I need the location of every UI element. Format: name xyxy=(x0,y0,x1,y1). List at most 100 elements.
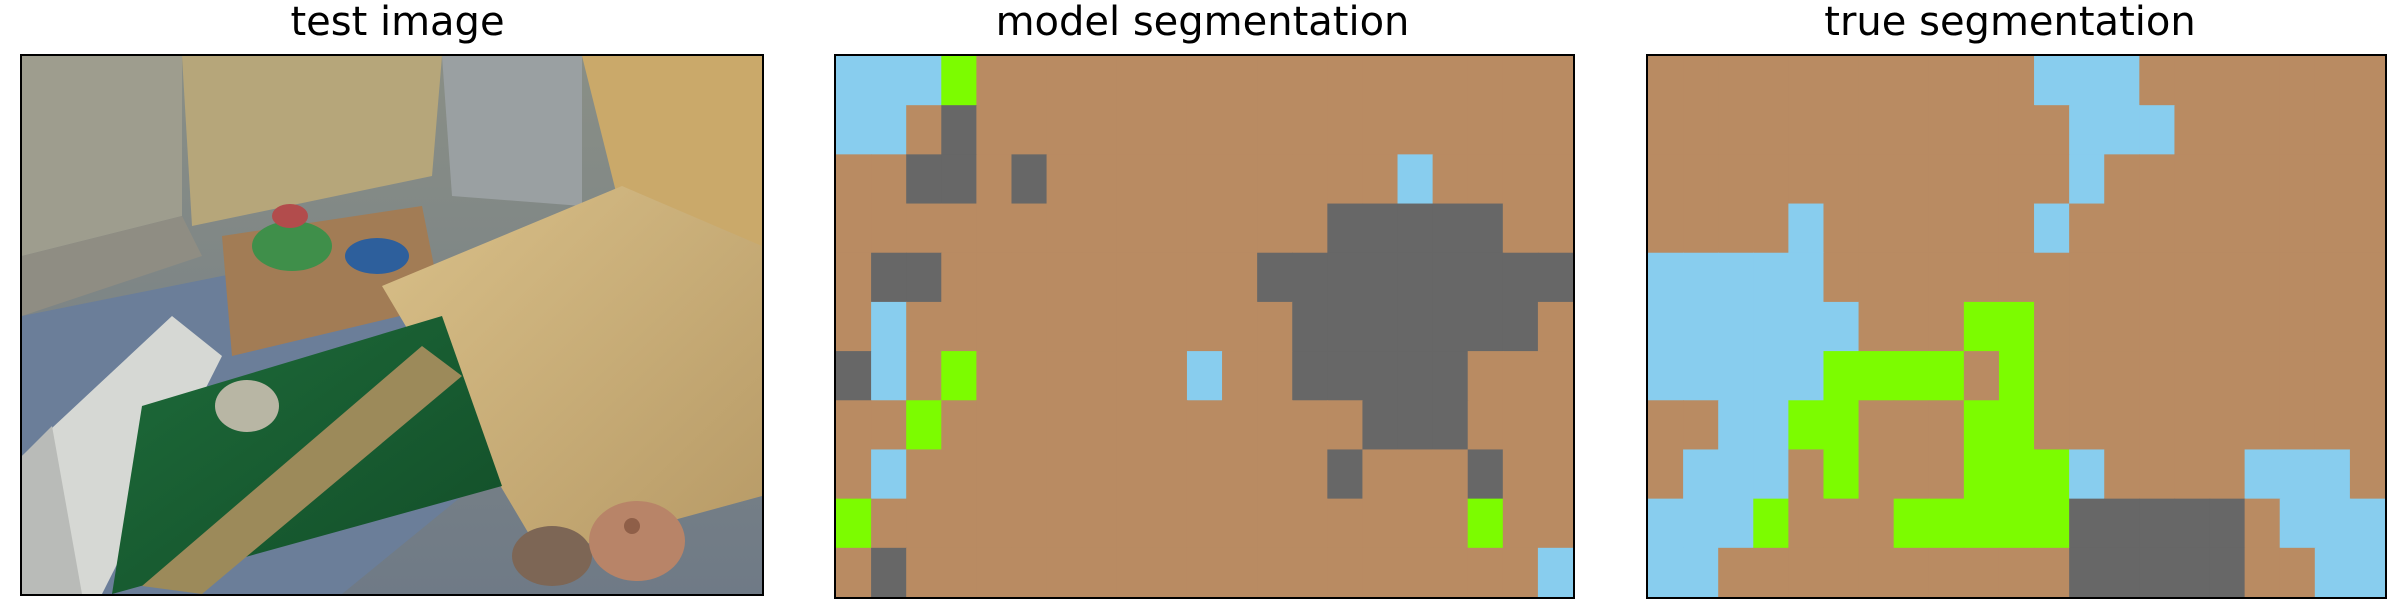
tan-cell xyxy=(1116,56,1153,107)
tan-cell xyxy=(1116,252,1153,303)
tan-cell xyxy=(2244,547,2281,597)
green-cell xyxy=(1893,498,1930,549)
green-cell xyxy=(941,56,978,107)
tan-cell xyxy=(1823,105,1860,156)
tan-cell xyxy=(1327,56,1364,107)
grey-cell xyxy=(1362,400,1399,451)
tan-cell xyxy=(2139,56,2176,107)
grey-cell xyxy=(1537,252,1573,303)
tan-cell xyxy=(1151,400,1188,451)
tan-cell xyxy=(1537,56,1573,107)
tan-cell xyxy=(1362,105,1399,156)
tan-cell xyxy=(2034,351,2070,402)
tan-cell xyxy=(1186,252,1223,303)
tan-cell xyxy=(1683,203,1719,254)
blue-cell xyxy=(1648,301,1684,353)
tan-cell xyxy=(1151,105,1188,156)
tan-cell xyxy=(906,203,942,254)
tan-cell xyxy=(2174,400,2211,451)
green-cell xyxy=(1998,400,2035,451)
tan-cell xyxy=(1753,547,1790,597)
tan-cell xyxy=(1648,154,1684,205)
tan-cell xyxy=(1186,154,1223,205)
tan-cell xyxy=(1081,547,1118,597)
tan-cell xyxy=(941,252,978,303)
tan-cell xyxy=(1186,203,1223,254)
grey-cell xyxy=(2209,498,2246,549)
blue-cell xyxy=(1683,252,1719,303)
tan-cell xyxy=(2209,301,2246,353)
tan-cell xyxy=(1257,301,1293,353)
tan-cell xyxy=(1222,301,1258,353)
tan-cell xyxy=(2139,400,2176,451)
blue-cell xyxy=(1823,301,1860,353)
tan-cell xyxy=(2034,400,2070,451)
tan-cell xyxy=(1998,105,2035,156)
green-cell xyxy=(2034,449,2070,500)
tan-cell xyxy=(871,203,907,254)
tan-cell xyxy=(1928,105,1965,156)
grey-cell xyxy=(2139,498,2176,549)
tan-cell xyxy=(1257,449,1293,500)
tan-cell xyxy=(1467,400,1504,451)
blue-cell xyxy=(2314,498,2351,549)
blue-cell xyxy=(1683,498,1719,549)
blue-cell xyxy=(1648,498,1684,549)
tan-cell xyxy=(2069,400,2105,451)
tan-cell xyxy=(1788,154,1825,205)
green-cell xyxy=(1998,449,2035,500)
tan-cell xyxy=(2174,105,2211,156)
green-cell xyxy=(1998,498,2035,549)
tan-cell xyxy=(2104,449,2141,500)
tan-cell xyxy=(1893,105,1930,156)
true-segmentation-title: true segmentation xyxy=(1824,0,2196,45)
grey-cell xyxy=(1397,400,1434,451)
tan-cell xyxy=(1222,547,1258,597)
tan-cell xyxy=(1151,547,1188,597)
grey-cell xyxy=(2069,498,2105,549)
tan-cell xyxy=(1222,400,1258,451)
tan-cell xyxy=(1823,154,1860,205)
tan-cell xyxy=(1292,498,1329,549)
tan-cell xyxy=(1753,203,1790,254)
tan-cell xyxy=(1998,154,2035,205)
grey-cell xyxy=(2139,547,2176,597)
model-segmentation-grid xyxy=(836,56,1573,597)
tan-cell xyxy=(1998,547,2035,597)
tan-cell xyxy=(1858,105,1895,156)
tan-cell xyxy=(1998,252,2035,303)
tan-cell xyxy=(2209,105,2246,156)
tan-cell xyxy=(1186,498,1223,549)
tan-cell xyxy=(2349,203,2385,254)
grey-cell xyxy=(1397,252,1434,303)
tan-cell xyxy=(2349,351,2385,402)
tan-cell xyxy=(1753,105,1790,156)
tan-cell xyxy=(1963,351,2000,402)
tan-cell xyxy=(1467,547,1504,597)
green-cell xyxy=(2034,498,2070,549)
tan-cell xyxy=(1502,400,1539,451)
grey-cell xyxy=(941,105,978,156)
tan-cell xyxy=(1467,351,1504,402)
tan-cell xyxy=(2174,203,2211,254)
blue-cell xyxy=(871,56,907,107)
tan-cell xyxy=(1963,547,2000,597)
tan-cell xyxy=(1432,56,1469,107)
tan-cell xyxy=(1963,154,2000,205)
tan-cell xyxy=(1502,449,1539,500)
tan-cell xyxy=(1502,547,1539,597)
blue-cell xyxy=(871,351,907,402)
grey-cell xyxy=(1397,351,1434,402)
green-cell xyxy=(1963,400,2000,451)
tan-cell xyxy=(1116,301,1153,353)
tan-cell xyxy=(976,400,1013,451)
tan-cell xyxy=(1362,547,1399,597)
tan-cell xyxy=(1116,154,1153,205)
tan-cell xyxy=(1502,154,1539,205)
tan-cell xyxy=(1998,56,2035,107)
tan-cell xyxy=(2314,203,2351,254)
blue-cell xyxy=(1753,449,1790,500)
tan-cell xyxy=(1292,400,1329,451)
grey-cell xyxy=(941,154,978,205)
tan-cell xyxy=(2069,252,2105,303)
